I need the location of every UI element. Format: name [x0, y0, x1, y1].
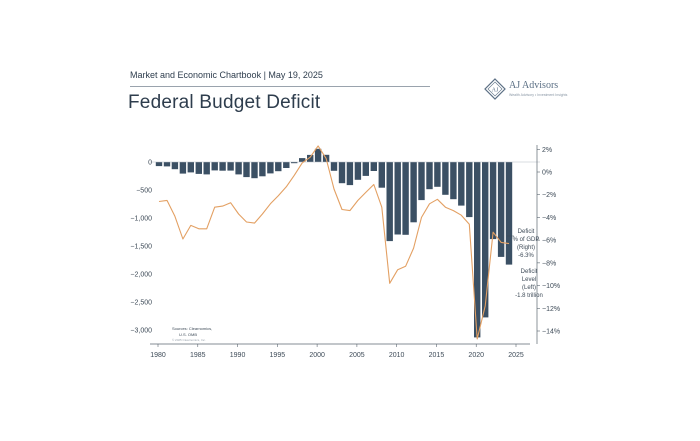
- x-tick-2010: 2010: [389, 352, 405, 359]
- x-axis: 1980 1985 1990 1995 2000 2005 2010 2015 2020 2025: [150, 343, 530, 359]
- bar-1987: [211, 162, 218, 171]
- bar-1990: [235, 162, 242, 175]
- bar-2006: [362, 162, 369, 176]
- right-tick-8: −14%: [542, 329, 560, 336]
- right-tick-2: −2%: [542, 192, 556, 199]
- bar-2012: [410, 162, 417, 223]
- header-divider: [130, 86, 430, 87]
- x-tick-2005: 2005: [349, 352, 365, 359]
- bar-2003: [338, 162, 346, 184]
- bar-2013: [418, 162, 425, 201]
- page-title: Federal Budget Deficit: [128, 92, 321, 113]
- bar-1981: [163, 162, 171, 167]
- right-tick-6: −10%: [542, 283, 560, 290]
- left-axis: 0 −500 −1,000 −1,500 −2,000 −2,500 −3,000: [130, 160, 152, 335]
- bar-2002: [330, 162, 338, 171]
- brand-tagline: Wealth Advisory • Investment Insights: [509, 93, 568, 97]
- bar-2020: [474, 162, 481, 338]
- left-tick-2500: −2,500: [130, 300, 152, 307]
- bar-2007: [370, 162, 377, 171]
- gdp-annotation-line-3: -6.3%: [518, 253, 534, 259]
- bar-2009: [386, 162, 393, 242]
- bar-1988: [219, 162, 226, 171]
- bar-1986: [203, 162, 210, 175]
- bar-2015: [434, 162, 441, 187]
- chartbook-subtitle: Market and Economic Chartbook | May 19, …: [130, 70, 323, 80]
- source-line-1: U.S. OMB: [179, 332, 197, 337]
- level-annotation-line-2: (Left): [522, 285, 536, 291]
- right-tick-1: 0%: [542, 170, 552, 177]
- x-tick-2015: 2015: [429, 352, 445, 359]
- copyright: © 2025 Clearnomics, Inc.: [172, 338, 206, 342]
- gdp-annotation-line-2: (Right): [517, 245, 535, 251]
- bar-2017: [450, 162, 457, 200]
- bar-1993: [259, 162, 266, 177]
- gdp-annotation-line-1: % of GDP: [513, 237, 540, 243]
- annotations: Deficit % of GDP (Right) -6.3% Deficit Level (…: [507, 229, 543, 299]
- x-tick-1990: 1990: [230, 352, 246, 359]
- bar-1984: [187, 162, 194, 173]
- brand-name: AJ Advisors: [509, 80, 559, 91]
- level-annotation-line-0: Deficit: [521, 269, 538, 275]
- bar-2014: [426, 162, 433, 190]
- gdp-annotation-line-0: Deficit: [518, 229, 535, 235]
- right-tick-5: −8%: [542, 260, 556, 267]
- right-tick-0: 2%: [542, 147, 552, 154]
- bar-1998: [299, 158, 306, 162]
- bar-2010: [394, 162, 401, 235]
- deficit-gdp-line: [158, 145, 510, 340]
- bar-1996: [283, 162, 290, 168]
- right-tick-7: −12%: [542, 306, 560, 313]
- bar-1989: [227, 162, 234, 171]
- x-tick-2000: 2000: [309, 352, 325, 359]
- level-annotation-line-3: -1.8 trillion: [515, 293, 543, 299]
- bar-2005: [354, 162, 362, 180]
- right-axis: 2% 0% −2% −4% −6% −8% −10% −12% −14%: [536, 145, 560, 344]
- x-tick-2025: 2025: [508, 352, 524, 359]
- left-tick-1000: −1,000: [130, 216, 152, 223]
- left-tick-minus500: −500: [136, 188, 152, 195]
- monogram-emblem-icon: AJ: [484, 78, 506, 100]
- bar-2018: [458, 162, 465, 206]
- level-annotation-line-1: Level: [522, 277, 536, 283]
- x-tick-2020: 2020: [468, 352, 484, 359]
- source-line-0: Sources: Clearnomics,: [172, 326, 212, 331]
- bar-1980: [155, 162, 163, 167]
- right-tick-4: −6%: [542, 238, 556, 245]
- svg-text:AJ: AJ: [492, 88, 499, 94]
- brand-logo: AJ AJ Advisors Wealth Advisory • Investm…: [484, 78, 567, 100]
- bar-2021: [482, 162, 489, 318]
- bar-2008: [378, 162, 385, 188]
- bar-1985: [195, 162, 202, 174]
- bar-2000: [314, 148, 322, 162]
- bar-2004: [346, 162, 354, 186]
- bar-2016: [442, 162, 449, 195]
- bar-1994: [267, 162, 274, 174]
- bar-2022: [489, 162, 497, 240]
- bar-2024: [505, 162, 513, 265]
- left-tick-2000: −2,000: [130, 272, 152, 279]
- bar-2019: [466, 162, 473, 218]
- bar-1992: [251, 162, 258, 179]
- left-tick-3000: −3,000: [130, 328, 152, 335]
- bar-1997: [291, 162, 298, 164]
- x-tick-1995: 1995: [270, 352, 286, 359]
- x-tick-1985: 1985: [190, 352, 206, 359]
- source-note: Sources: Clearnomics,U.S. OMB© 2025 Clea…: [172, 326, 212, 342]
- x-tick-1980: 1980: [150, 352, 166, 359]
- bar-2011: [402, 162, 409, 235]
- left-tick-1500: −1,500: [130, 244, 152, 251]
- bar-1983: [179, 162, 187, 174]
- bar-1991: [243, 162, 250, 178]
- bar-1999: [307, 154, 314, 162]
- deficit-level-bars: [155, 148, 513, 338]
- right-tick-3: −4%: [542, 215, 556, 222]
- left-tick-0: 0: [148, 160, 152, 167]
- bar-2023: [497, 162, 505, 257]
- bar-1995: [275, 162, 282, 172]
- bar-1982: [171, 162, 179, 170]
